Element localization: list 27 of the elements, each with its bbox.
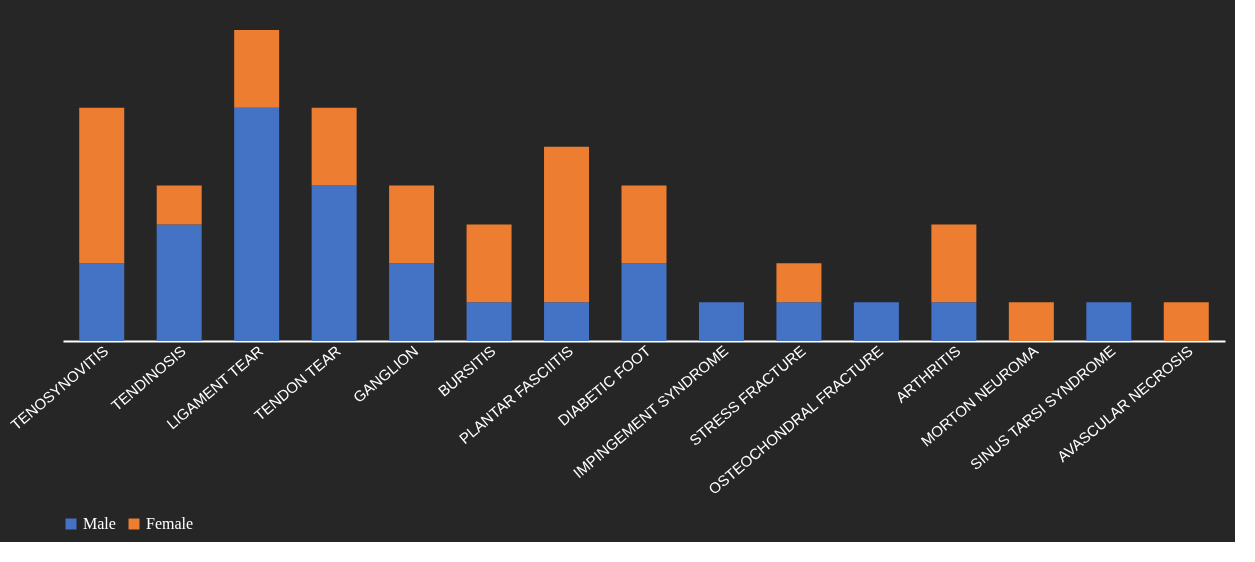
bar — [311, 185, 357, 341]
bar — [1008, 302, 1054, 341]
legend-label: Male — [83, 515, 116, 532]
bar — [466, 302, 512, 341]
bar — [156, 185, 202, 225]
bar — [544, 302, 590, 341]
bar — [621, 263, 667, 341]
bar — [776, 263, 822, 303]
legend-label: Female — [146, 515, 194, 532]
bar — [234, 30, 280, 108]
bar — [776, 302, 822, 341]
bar — [853, 302, 899, 341]
bar — [156, 224, 202, 341]
bar — [621, 185, 667, 264]
bar — [79, 107, 125, 264]
bar — [931, 224, 977, 303]
bar — [544, 146, 590, 303]
bar — [389, 185, 435, 264]
bar — [79, 263, 125, 341]
bar — [311, 107, 357, 186]
bar — [234, 107, 280, 341]
bar — [931, 302, 977, 341]
bar — [1086, 302, 1132, 341]
bar — [1163, 302, 1209, 341]
bar — [389, 263, 435, 341]
bar — [698, 302, 744, 341]
bar — [466, 224, 512, 303]
